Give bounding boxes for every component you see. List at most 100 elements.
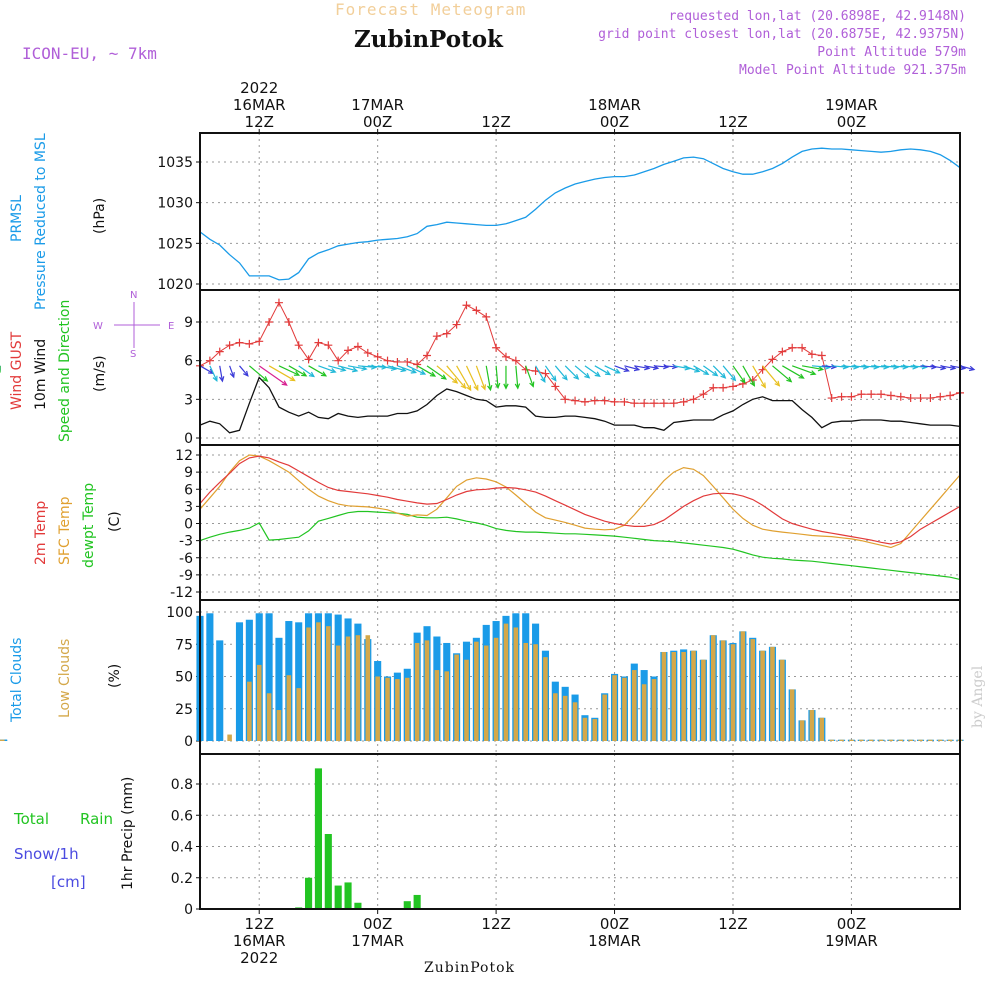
- gust-marker: [284, 318, 293, 326]
- gust-marker: [265, 318, 274, 326]
- wind-arrow: [446, 365, 466, 389]
- low-cloud-bar: [799, 720, 805, 741]
- total-cloud-bar: [206, 613, 214, 741]
- chart-title: Forecast Meteogram: [335, 0, 527, 19]
- wind-arrow: [318, 365, 336, 373]
- gust-marker: [827, 394, 836, 403]
- gust-marker: [916, 394, 925, 403]
- wind-arrow-head: [798, 373, 805, 379]
- ytick-label-temp: -6: [179, 551, 193, 567]
- low-cloud-bar: [365, 635, 371, 741]
- wind-arrow: [436, 365, 458, 384]
- wind-arrow: [910, 365, 927, 368]
- wind-arrow: [308, 365, 327, 377]
- gust-marker: [946, 391, 955, 400]
- low-cloud-bar: [276, 710, 282, 741]
- ytick-label-pressure: 1025: [157, 236, 193, 252]
- gust-marker: [472, 306, 481, 315]
- wind-arrow: [644, 365, 659, 369]
- time-top-label: 18MAR: [588, 96, 641, 114]
- gust-marker: [620, 397, 629, 406]
- low-cloud-bar: [444, 671, 450, 741]
- wind-arrow: [604, 365, 620, 374]
- time-bottom-label: 00Z: [600, 915, 629, 933]
- precip-bar: [403, 901, 411, 909]
- wind-arrow: [663, 365, 677, 368]
- gust-marker: [837, 392, 846, 401]
- prmsl-line: [199, 147, 961, 281]
- low-cloud-bar: [316, 622, 321, 741]
- gust-marker: [847, 392, 856, 401]
- gust-marker: [245, 339, 254, 348]
- gust-marker: [423, 351, 432, 360]
- wind-arrow: [525, 365, 534, 387]
- gust-marker: [936, 392, 945, 401]
- wind-arrow: [861, 365, 879, 368]
- wind-arrow: [801, 365, 823, 371]
- gust-marker: [215, 347, 224, 356]
- wind-arrow-head: [410, 368, 418, 374]
- wind-arrow: [950, 365, 966, 370]
- ytick-label-wind: 0: [184, 431, 193, 447]
- gust-marker: [511, 356, 520, 365]
- rain-label: Rain: [80, 810, 113, 828]
- low-cloud-bar: [434, 670, 440, 741]
- gust-marker: [235, 338, 244, 347]
- wind-arrow: [288, 365, 307, 377]
- wind-arrow: [397, 365, 416, 374]
- ytick-label-clouds: 50: [175, 670, 193, 686]
- total-label: Total: [14, 810, 50, 828]
- low-cloud-bar: [809, 710, 815, 741]
- location-title: ZubinPotok: [354, 26, 503, 53]
- wind-arrow-head: [460, 383, 467, 390]
- low-cloud-bar: [760, 650, 765, 741]
- low-cloud-bar: [868, 739, 874, 741]
- wind-arrow: [268, 365, 295, 382]
- gust-marker: [482, 312, 491, 321]
- low-cloud-bar: [602, 694, 607, 741]
- gust-marker: [334, 356, 343, 365]
- wind-arrow: [584, 365, 601, 377]
- ytick-label-temp: -3: [179, 534, 193, 550]
- gust-marker: [501, 352, 510, 361]
- wind-arrow: [199, 365, 214, 374]
- wind-arrow-head: [623, 366, 630, 373]
- ytick-label-wind: 9: [184, 315, 193, 331]
- wind-arrow-head: [810, 370, 817, 376]
- time-bottom-label: 16MAR: [233, 932, 286, 950]
- wind-arrow-head: [429, 371, 437, 377]
- low-cloud-bar: [572, 702, 578, 741]
- low-cloud-bar: [780, 659, 785, 741]
- wind-arrow-head: [361, 365, 368, 371]
- time-top-label: 19MAR: [825, 96, 878, 114]
- wind-arrow: [900, 365, 918, 368]
- gust-marker: [689, 395, 698, 404]
- gust-marker: [452, 320, 461, 329]
- low-cloud-bar: [0, 739, 5, 741]
- low-cloud-bar: [849, 739, 854, 741]
- low-cloud-bar: [345, 636, 351, 741]
- wind-arrow-head: [473, 384, 479, 392]
- wind-arrow-head: [774, 380, 781, 387]
- wind-arrow: [762, 365, 780, 387]
- wind-arrow: [752, 365, 766, 388]
- wind-arrow-head: [694, 367, 701, 373]
- wind-arrow-head: [219, 376, 225, 383]
- sfc-temp-line: [199, 454, 961, 549]
- time-bottom-label: 12Z: [481, 915, 510, 933]
- total-cloud-bar: [265, 613, 273, 741]
- compass-rose: N S W E: [93, 290, 174, 360]
- gust-marker: [719, 383, 728, 392]
- low-cloud-bar: [582, 717, 588, 741]
- wind-arrow-head: [786, 376, 793, 383]
- wind-arrow: [416, 365, 436, 377]
- wind-arrow: [465, 365, 479, 391]
- low-cloud-bar: [395, 679, 400, 741]
- gust-marker: [669, 399, 678, 408]
- panel-frame-temp: [199, 444, 961, 601]
- precip-bar: [314, 768, 322, 909]
- gust-marker: [294, 341, 303, 350]
- closest-coords: grid point closest lon,lat (20.6875E, 42…: [598, 27, 966, 42]
- wind-10m-line: [199, 376, 961, 434]
